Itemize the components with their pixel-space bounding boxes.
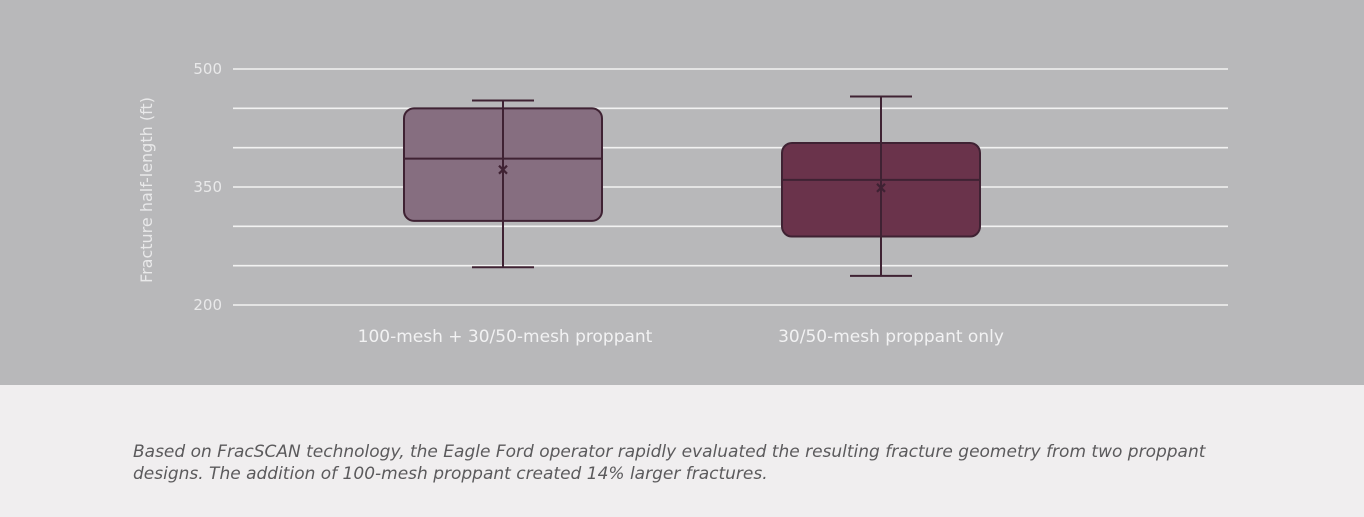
mean-marker — [876, 183, 886, 193]
x-category-label: 100-mesh + 30/50-mesh proppant — [358, 327, 653, 347]
y-tick-label: 350 — [193, 178, 222, 196]
mean-marker — [498, 164, 508, 175]
y-tick-labels: 200 350 500 — [193, 60, 222, 314]
y-axis-title: Fracture half-length (ft) — [137, 97, 156, 283]
box-group — [403, 99, 603, 269]
caption-panel: Based on FracSCAN technology, the Eagle … — [0, 385, 1364, 517]
y-tick-label: 500 — [193, 60, 222, 78]
gridlines — [233, 68, 1228, 306]
x-category-label: 30/50-mesh proppant only — [778, 327, 1004, 347]
x-category-labels: 100-mesh + 30/50-mesh proppant 30/50-mesh… — [358, 327, 1004, 347]
box-plot-chart: 200 350 500 Fracture half-length (ft) 100-… — [137, 60, 1228, 347]
boxes — [403, 95, 981, 277]
box-group — [781, 95, 981, 277]
y-tick-label: 200 — [193, 296, 222, 314]
chart-caption: Based on FracSCAN technology, the Eagle … — [133, 442, 1206, 484]
chart-panel: 200 350 500 Fracture half-length (ft) 100-… — [0, 0, 1364, 385]
